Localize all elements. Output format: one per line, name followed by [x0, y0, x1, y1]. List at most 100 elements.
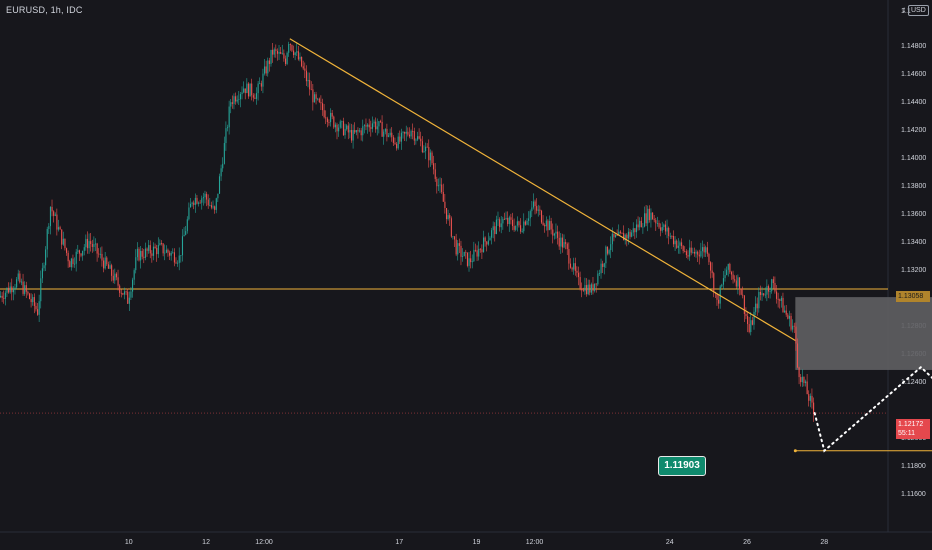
candle-body	[805, 381, 807, 384]
y-tick-label: 1.14200	[901, 127, 926, 134]
candle-body	[592, 284, 594, 291]
candle-body	[520, 225, 522, 232]
candle-body	[455, 239, 457, 255]
candle-body	[616, 234, 618, 236]
candle-body	[552, 229, 554, 236]
candle-body	[756, 303, 758, 309]
candle-body	[738, 277, 741, 290]
candle-body	[610, 244, 612, 251]
candle-body	[259, 83, 261, 85]
candle-body	[235, 96, 237, 102]
candle-body	[297, 51, 299, 60]
candle-body	[288, 44, 290, 53]
candle-body	[431, 152, 433, 164]
candle-body	[78, 250, 80, 254]
currency-selector[interactable]: ↕ USD	[902, 5, 929, 16]
candle-body	[405, 131, 407, 134]
candle-body	[531, 207, 533, 212]
candle-body	[408, 134, 411, 137]
candle-body	[17, 273, 19, 280]
candle-body	[194, 197, 196, 205]
candle-body	[586, 285, 588, 295]
candle-body	[611, 233, 613, 245]
candle-body	[391, 132, 393, 138]
target-price-label[interactable]: 1.11903	[658, 456, 706, 476]
candle-body	[305, 70, 307, 82]
candle-body	[653, 219, 655, 221]
candle-body	[571, 267, 573, 270]
candle-body	[244, 88, 246, 94]
y-tick-label: 1.11600	[901, 491, 926, 498]
candle-body	[325, 117, 327, 119]
candle-body	[458, 243, 460, 246]
candle-body	[80, 253, 82, 256]
candle-body	[693, 251, 696, 254]
candle-body	[115, 273, 118, 278]
candle-body	[281, 53, 283, 55]
candle-body	[307, 80, 309, 82]
candle-body	[317, 98, 319, 100]
target-line-anchor	[793, 449, 797, 453]
candle-body	[140, 250, 142, 261]
candle-body	[342, 121, 345, 136]
candle-body	[497, 219, 499, 221]
candle-body	[330, 112, 332, 123]
candle-body	[755, 303, 757, 312]
candle-body	[790, 316, 792, 330]
candle-body	[557, 231, 559, 238]
candle-body	[483, 237, 485, 253]
x-tick-label: 10	[125, 539, 133, 546]
candle-body	[700, 251, 702, 257]
candle-body	[677, 245, 679, 248]
candle-body	[674, 240, 676, 245]
candle-body	[349, 130, 351, 133]
candle-body	[656, 223, 658, 224]
candle-body	[487, 240, 489, 245]
candle-body	[38, 301, 40, 315]
candle-body	[515, 225, 517, 230]
candle-body	[93, 244, 95, 247]
candle-body	[164, 252, 166, 254]
candle-body	[399, 136, 401, 142]
y-tick-label: 1.13400	[901, 239, 926, 246]
candle-body	[201, 198, 203, 203]
candle-body	[156, 248, 158, 255]
candle-body	[784, 310, 786, 313]
candle-body	[568, 249, 570, 264]
candle-body	[344, 129, 346, 136]
x-tick-label: 28	[820, 539, 828, 546]
candle-body	[690, 247, 692, 253]
candle-body	[322, 103, 324, 111]
candle-body	[808, 394, 810, 401]
candle-body	[54, 214, 56, 216]
candle-body	[627, 231, 629, 239]
candle-body	[86, 238, 89, 249]
candle-body	[130, 291, 132, 298]
y-tick-label: 1.11800	[901, 463, 926, 470]
candle-body	[503, 218, 506, 220]
candle-body	[41, 268, 43, 279]
candle-body	[70, 258, 72, 268]
candle-body	[74, 263, 76, 265]
candle-body	[209, 205, 211, 207]
candle-body	[280, 52, 282, 54]
candle-body	[727, 263, 729, 270]
candle-body	[684, 251, 686, 252]
candle-body	[534, 201, 536, 207]
candle-body	[265, 66, 267, 74]
candle-body	[339, 121, 341, 128]
candle-body	[581, 288, 583, 291]
candle-body	[296, 51, 298, 53]
candle-body	[338, 127, 340, 132]
candle-body	[602, 263, 604, 267]
y-tick-label-top: 1.1	[901, 8, 911, 15]
candle-body	[664, 224, 667, 232]
candle-body	[275, 49, 277, 51]
candle-body	[260, 83, 262, 87]
candle-body	[185, 231, 187, 235]
candle-body	[758, 291, 760, 309]
candle-body	[122, 293, 124, 295]
candle-body	[595, 283, 597, 285]
candle-body	[795, 326, 797, 344]
